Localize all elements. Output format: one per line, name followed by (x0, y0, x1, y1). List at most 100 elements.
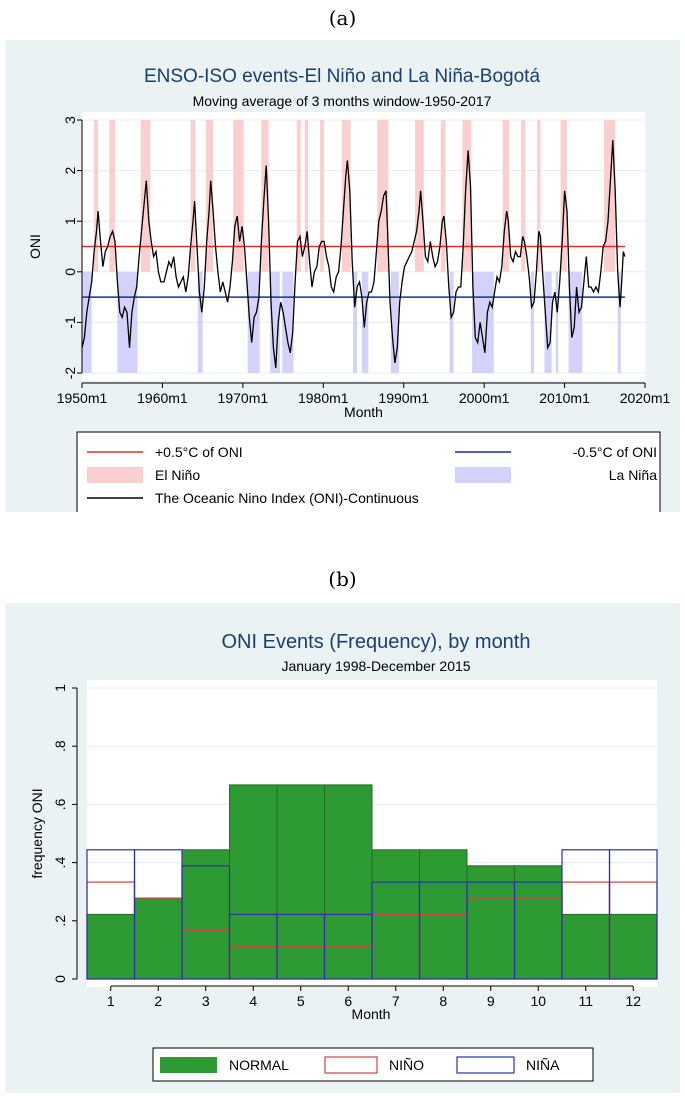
oni-timeseries-chart: ENSO-ISO events-El Niño and La Niña-Bogo… (27, 66, 671, 512)
el-nino-band (233, 120, 244, 272)
legend-swatch (160, 1057, 217, 1073)
x-tick-label: 1980m1 (298, 390, 349, 406)
y-tick-label: -2 (62, 367, 78, 380)
legend-label: +0.5°C of ONI (155, 444, 243, 460)
la-nina-band (555, 271, 559, 373)
bar-normal-2 (134, 897, 183, 980)
oni-frequency-panel: ONI Events (Frequency), by month January … (5, 603, 680, 1093)
legend-swatch (455, 467, 511, 483)
el-nino-band (502, 120, 510, 272)
y-tick-label: 1 (62, 217, 78, 225)
x-tick-label: 2010m1 (539, 390, 590, 406)
x-tick-label: 5 (297, 993, 305, 1009)
y-tick-label: 2 (62, 166, 78, 174)
x-axis-label: Month (352, 1006, 391, 1022)
y-tick-label: 0 (62, 268, 78, 276)
legend-label: The Oceanic Nino Index (ONI)-Continuous (155, 490, 419, 506)
el-nino-band (521, 120, 526, 272)
bar-normal-10 (514, 865, 563, 980)
x-axis-label: Month (344, 404, 383, 420)
la-nina-band (449, 271, 454, 373)
chart-subtitle: Moving average of 3 months window-1950-2… (193, 93, 492, 109)
panel-label-a: (a) (328, 6, 357, 30)
x-tick-label: 1 (107, 993, 115, 1009)
x-tick-label: 6 (344, 993, 352, 1009)
x-tick-label: 1990m1 (378, 390, 429, 406)
la-nina-band (530, 271, 535, 373)
el-nino-band (261, 120, 269, 272)
la-nina-band (617, 271, 621, 373)
el-nino-band (296, 120, 301, 272)
legend-label: NORMAL (229, 1057, 289, 1073)
el-nino-band (341, 120, 351, 272)
y-tick-label: .6 (52, 798, 68, 810)
bar-normal-6 (324, 784, 373, 980)
y-tick-label: .8 (52, 740, 68, 752)
chart-title: ENSO-ISO events-El Niño and La Niña-Bogo… (144, 66, 540, 87)
oni-timeseries-panel: ENSO-ISO events-El Niño and La Niña-Bogo… (5, 40, 680, 512)
la-nina-band (390, 271, 399, 373)
el-nino-band (377, 120, 389, 272)
oni-series-line (81, 140, 626, 368)
bar-normal-11 (561, 913, 610, 980)
y-tick-label: 3 (62, 116, 78, 124)
bar-nina-12 (608, 849, 658, 980)
x-tick-label: 2000m1 (459, 390, 510, 406)
y-axis-label: ONI (27, 234, 43, 259)
x-tick-label: 7 (392, 993, 400, 1009)
x-tick-label: 4 (249, 993, 257, 1009)
legend-label: NIÑO (389, 1057, 424, 1073)
el-nino-band (94, 120, 99, 272)
chart-subtitle: January 1998-December 2015 (281, 658, 470, 674)
x-tick-label: 8 (439, 993, 447, 1009)
el-nino-band (537, 120, 541, 272)
la-nina-band (544, 271, 552, 373)
el-nino-band (414, 120, 424, 272)
bar-normal-1 (86, 913, 135, 980)
y-axis-label: frequency ONI (29, 788, 45, 878)
bar-normal-9 (466, 865, 515, 980)
legend-label: La Niña (609, 467, 657, 483)
legend-swatch (87, 467, 143, 483)
y-tick-label: .2 (52, 915, 68, 927)
bar-normal-12 (609, 913, 658, 980)
bar-normal-3 (181, 849, 230, 980)
la-nina-band (270, 271, 280, 373)
la-nina-band (472, 271, 494, 373)
el-nino-band (140, 120, 151, 272)
x-tick-label: 1960m1 (137, 390, 188, 406)
chart-title: ONI Events (Frequency), by month (221, 631, 530, 653)
x-tick-label: 2020m1 (620, 390, 671, 406)
el-nino-band (304, 120, 309, 272)
bar-normal-5 (276, 784, 325, 980)
el-nino-band (440, 120, 446, 272)
el-nino-band (320, 120, 325, 272)
x-tick-label: 12 (625, 993, 641, 1009)
el-nino-band (109, 120, 115, 272)
la-nina-band (282, 271, 294, 373)
legend-label: NIÑA (526, 1057, 560, 1073)
x-tick-label: 1970m1 (218, 390, 269, 406)
x-tick-label: 9 (487, 993, 495, 1009)
x-tick-label: 10 (530, 993, 546, 1009)
legend-label: El Niño (155, 467, 200, 483)
y-tick-label: .4 (52, 857, 68, 869)
oni-frequency-chart: ONI Events (Frequency), by month January … (29, 631, 658, 1082)
x-tick-label: 2 (154, 993, 162, 1009)
legend-box (76, 431, 661, 512)
y-tick-label: -1 (62, 316, 78, 329)
la-nina-band (197, 271, 203, 373)
el-nino-band (462, 120, 472, 272)
legend-swatch (456, 1056, 515, 1074)
x-tick-label: 11 (578, 993, 593, 1009)
x-tick-label: 3 (202, 993, 210, 1009)
x-tick-label: 1950m1 (57, 390, 108, 406)
y-tick-label: 1 (52, 684, 68, 692)
legend-label: -0.5°C of ONI (573, 444, 657, 460)
panel-label-b: (b) (328, 567, 357, 591)
bar-normal-4 (229, 784, 278, 980)
y-tick-label: 0 (52, 975, 68, 983)
el-nino-band (190, 120, 196, 272)
legend-swatch (324, 1056, 378, 1074)
la-nina-band (353, 271, 358, 373)
